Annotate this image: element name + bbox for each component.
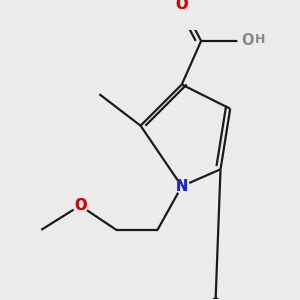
Text: O: O: [74, 198, 86, 213]
Text: H: H: [255, 33, 265, 46]
Text: N: N: [176, 179, 188, 194]
Text: O: O: [176, 0, 188, 12]
Text: O: O: [74, 198, 86, 213]
Text: O: O: [176, 0, 188, 12]
Text: N: N: [176, 179, 188, 194]
Text: O: O: [241, 33, 254, 48]
